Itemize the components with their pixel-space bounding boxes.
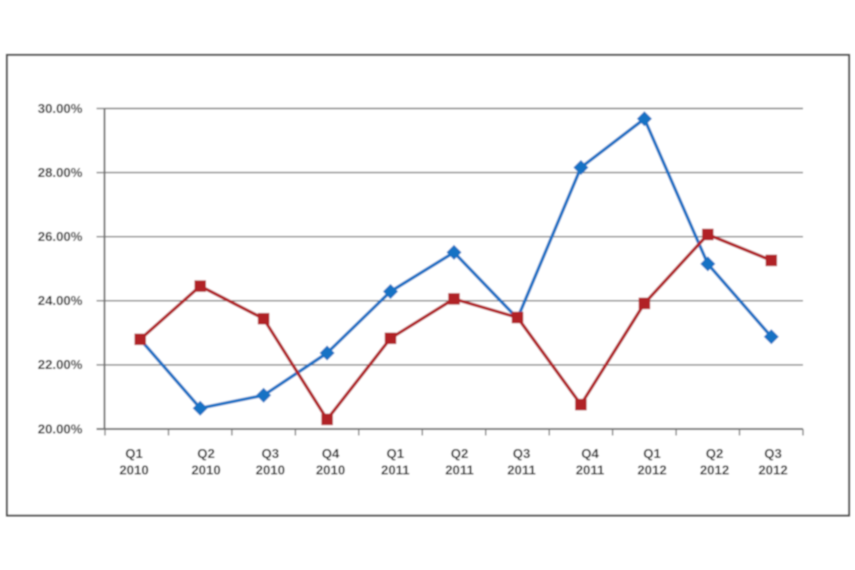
- svg-text:2010: 2010: [191, 463, 220, 478]
- svg-text:Q2: Q2: [451, 446, 469, 461]
- svg-text:2011: 2011: [381, 463, 410, 478]
- svg-text:Q2: Q2: [197, 446, 215, 461]
- svg-text:2010: 2010: [316, 463, 345, 478]
- svg-text:Q1: Q1: [387, 446, 405, 461]
- svg-text:2011: 2011: [576, 463, 605, 478]
- svg-text:Q1: Q1: [643, 446, 661, 461]
- svg-text:2011: 2011: [507, 463, 536, 478]
- svg-text:2010: 2010: [119, 463, 148, 478]
- svg-text:2010: 2010: [256, 463, 285, 478]
- svg-text:Q3: Q3: [513, 446, 531, 461]
- svg-text:2012: 2012: [637, 463, 666, 478]
- svg-text:30.00%: 30.00%: [38, 101, 83, 116]
- svg-text:2012: 2012: [758, 463, 787, 478]
- svg-text:Q4: Q4: [322, 446, 340, 461]
- svg-text:2011: 2011: [445, 463, 474, 478]
- svg-text:28.00%: 28.00%: [38, 165, 83, 180]
- svg-text:Q3: Q3: [262, 446, 280, 461]
- svg-text:2012: 2012: [700, 463, 729, 478]
- svg-text:Q3: Q3: [764, 446, 782, 461]
- svg-text:Q4: Q4: [581, 446, 599, 461]
- svg-text:Q1: Q1: [125, 446, 143, 461]
- svg-text:Q2: Q2: [706, 446, 724, 461]
- svg-text:22.00%: 22.00%: [38, 357, 83, 372]
- svg-text:20.00%: 20.00%: [38, 421, 83, 436]
- svg-text:26.00%: 26.00%: [38, 229, 83, 244]
- svg-text:24.00%: 24.00%: [38, 293, 83, 308]
